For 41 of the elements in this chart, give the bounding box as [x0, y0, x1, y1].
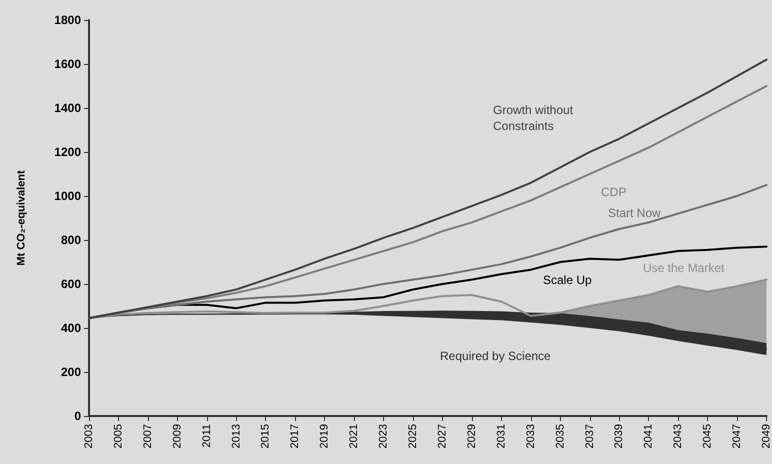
- x-tick-label: 2039: [613, 424, 626, 448]
- x-tick-label: 2027: [436, 424, 448, 448]
- x-tick-label: 2043: [672, 424, 684, 448]
- x-tick-label: 2037: [584, 424, 596, 448]
- x-tick-label: 2011: [200, 424, 213, 448]
- x-tick-label: 2047: [731, 424, 744, 448]
- x-tick-label: 2017: [289, 424, 302, 448]
- x-tick-label: 2013: [230, 424, 242, 448]
- y-tick-label: 0: [74, 409, 82, 423]
- x-tick-label: 2023: [378, 424, 390, 448]
- y-tick-label: 1000: [54, 189, 82, 203]
- text: Growth without Constraints: [493, 103, 576, 133]
- x-tick-label: 2005: [112, 424, 124, 448]
- y-tick-label: 1400: [54, 101, 82, 115]
- y-tick-label: 600: [60, 277, 82, 291]
- x-tick-label: 2041: [642, 424, 655, 448]
- series-label: CDP: [601, 185, 626, 199]
- x-tick-label: 2007: [142, 424, 154, 448]
- x-tick-label: 2029: [466, 424, 478, 448]
- x-tick-label: 2009: [171, 424, 184, 448]
- x-tick-label: 2045: [702, 424, 714, 448]
- x-tick-label: 2033: [524, 424, 537, 448]
- y-tick-label: 800: [60, 233, 82, 247]
- series-label: Scale Up: [543, 273, 592, 287]
- y-tick-label: 1600: [54, 57, 82, 71]
- x-tick-label: 2015: [260, 424, 272, 448]
- y-tick-label: 400: [60, 321, 82, 335]
- series-label: Use the Market: [643, 261, 726, 275]
- x-tick-label: 2025: [407, 424, 420, 448]
- y-tick-label: 1200: [54, 145, 82, 159]
- x-tick-label: 2003: [83, 424, 95, 448]
- y-tick-label: 200: [60, 365, 82, 379]
- text: Required by Science: [440, 349, 552, 363]
- x-tick-label: 2035: [554, 424, 566, 448]
- series-label: Start Now: [608, 206, 662, 220]
- x-tick-label: 2019: [318, 424, 331, 448]
- y-axis-title: Mt CO₂-equivalent: [16, 170, 28, 266]
- y-tick-label: 1800: [54, 13, 82, 27]
- x-tick-label: 2021: [348, 424, 360, 448]
- x-tick-label: 2049: [760, 424, 772, 448]
- x-tick-label: 2031: [495, 424, 508, 448]
